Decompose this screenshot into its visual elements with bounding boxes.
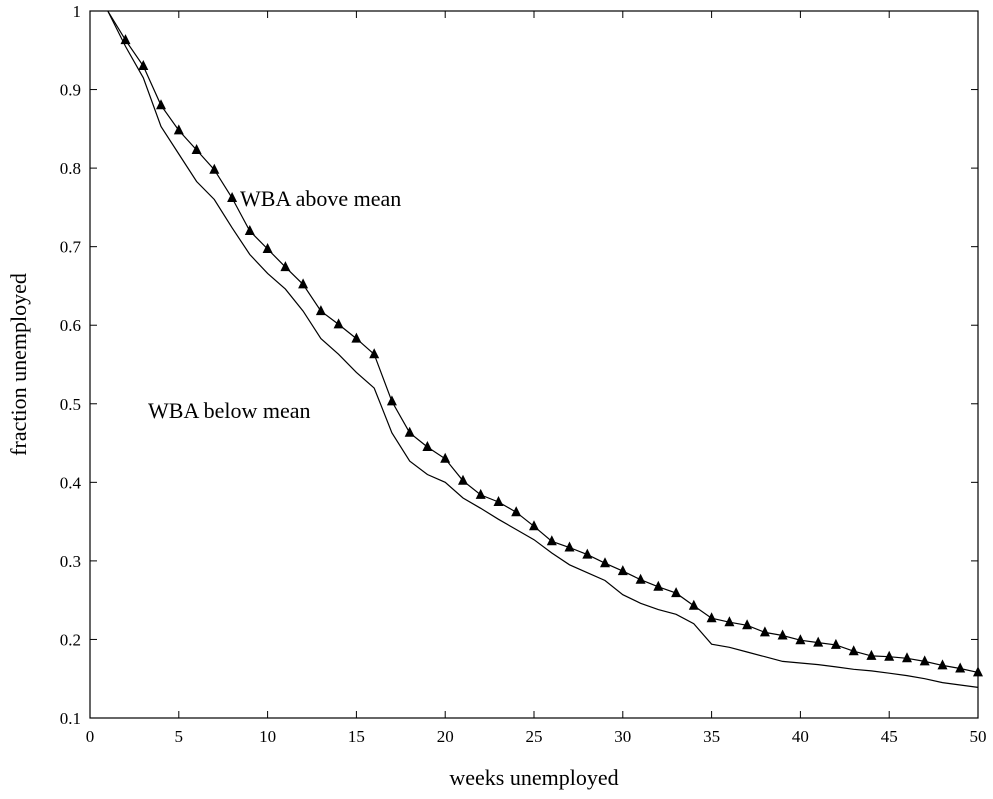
data-point-wba-above-mean [333, 318, 344, 329]
data-point-wba-above-mean [244, 225, 255, 235]
data-point-wba-above-mean [777, 629, 788, 640]
data-point-wba-above-mean [724, 616, 735, 627]
data-point-wba-above-mean [742, 619, 753, 630]
y-tick-label: 0.1 [60, 709, 81, 728]
data-point-wba-above-mean [813, 636, 824, 647]
data-point-wba-above-mean [688, 599, 699, 610]
x-tick-label: 50 [970, 727, 987, 746]
series-line-wba-below-mean [107, 10, 979, 688]
series-layer [107, 10, 983, 688]
data-point-wba-above-mean [475, 488, 486, 499]
data-point-wba-above-mean [902, 652, 912, 663]
data-point-wba-above-mean [848, 645, 859, 656]
x-tick-label: 25 [526, 727, 543, 746]
y-tick-label: 0.6 [60, 316, 81, 335]
x-tick-label: 10 [259, 727, 276, 746]
data-point-wba-above-mean [706, 612, 717, 623]
x-tick-label: 15 [348, 727, 365, 746]
data-point-wba-above-mean [227, 192, 238, 202]
data-point-wba-above-mean [564, 541, 575, 552]
y-tick-label: 0.5 [60, 395, 81, 414]
x-axis-label: weeks unemployed [449, 765, 618, 790]
x-tick-label: 20 [437, 727, 454, 746]
data-point-wba-above-mean [600, 557, 610, 568]
x-tick-labels: 0 5 10 15 20 25 30 35 40 45 50 [86, 727, 987, 746]
data-point-wba-above-mean [830, 638, 841, 649]
annotation-wba-above-mean: WBA above mean [240, 186, 401, 211]
data-point-wba-above-mean [173, 124, 184, 135]
data-point-wba-above-mean [582, 548, 593, 559]
x-tick-label: 45 [881, 727, 898, 746]
data-point-wba-above-mean [386, 395, 397, 406]
data-point-wba-above-mean [973, 666, 983, 677]
data-point-wba-above-mean [262, 243, 273, 253]
x-tick-label: 0 [86, 727, 95, 746]
data-point-wba-above-mean [671, 587, 682, 598]
y-axis-label: fraction unemployed [6, 273, 31, 456]
data-point-wba-above-mean [351, 332, 362, 343]
data-point-wba-above-mean [458, 474, 468, 485]
data-point-wba-above-mean [369, 348, 380, 359]
y-tick-label: 0.3 [60, 552, 81, 571]
data-point-wba-above-mean [937, 659, 948, 670]
data-point-wba-above-mean [156, 99, 166, 110]
data-point-wba-above-mean [866, 649, 877, 660]
data-point-wba-above-mean [191, 144, 202, 154]
x-tick-label: 30 [614, 727, 631, 746]
x-tick-label: 5 [175, 727, 184, 746]
data-point-wba-above-mean [955, 662, 966, 673]
annotation-wba-below-mean: WBA below mean [148, 398, 311, 423]
axis-ticks [89, 10, 979, 719]
x-tick-label: 35 [703, 727, 720, 746]
y-tick-label: 1 [73, 2, 82, 21]
data-point-wba-above-mean [759, 626, 770, 637]
x-tick-label: 40 [792, 727, 809, 746]
data-point-wba-above-mean [440, 452, 451, 463]
y-tick-label: 0.4 [60, 473, 82, 492]
data-point-wba-above-mean [795, 634, 806, 645]
data-point-wba-above-mean [209, 163, 220, 174]
data-point-wba-above-mean [511, 506, 522, 517]
data-point-wba-above-mean [280, 261, 291, 272]
data-point-wba-above-mean [493, 496, 504, 506]
data-point-wba-above-mean [315, 305, 326, 316]
y-tick-labels: 0.1 0.2 0.3 0.4 0.5 0.6 0.7 0.8 0.9 1 [60, 2, 82, 728]
data-point-wba-above-mean [404, 426, 415, 437]
data-point-wba-above-mean [617, 565, 628, 576]
data-point-wba-above-mean [546, 535, 557, 546]
data-point-wba-above-mean [138, 60, 149, 70]
data-point-wba-above-mean [529, 520, 539, 531]
y-tick-label: 0.7 [60, 238, 82, 257]
y-tick-label: 0.8 [60, 159, 81, 178]
plot-area [89, 10, 979, 719]
data-point-wba-above-mean [653, 580, 664, 591]
data-point-wba-above-mean [919, 655, 930, 666]
data-point-wba-above-mean [884, 650, 895, 661]
y-tick-label: 0.2 [60, 630, 81, 649]
y-tick-label: 0.9 [60, 81, 81, 100]
data-point-wba-above-mean [298, 278, 309, 289]
data-point-wba-above-mean [635, 573, 646, 584]
data-point-wba-above-mean [422, 441, 433, 451]
